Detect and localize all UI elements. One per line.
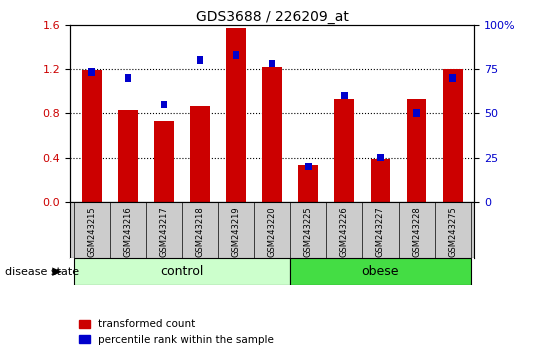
Text: GSM243275: GSM243275 — [448, 206, 457, 257]
Bar — [443, 69, 462, 202]
Text: GSM243220: GSM243220 — [268, 206, 277, 257]
Bar — [305, 162, 312, 170]
Bar — [88, 68, 95, 76]
Text: GSM243215: GSM243215 — [87, 206, 96, 257]
Bar — [161, 101, 167, 108]
Bar — [269, 59, 275, 67]
Bar — [190, 105, 210, 202]
Text: GSM243226: GSM243226 — [340, 206, 349, 257]
Bar — [335, 99, 354, 202]
Bar — [233, 51, 239, 58]
Text: GSM243227: GSM243227 — [376, 206, 385, 257]
Text: GSM243218: GSM243218 — [196, 206, 204, 257]
Bar — [290, 258, 471, 285]
Text: obese: obese — [362, 265, 399, 278]
Bar — [450, 74, 456, 82]
Bar — [82, 70, 102, 202]
Bar — [413, 109, 420, 117]
Bar — [377, 154, 384, 161]
Text: GSM243216: GSM243216 — [123, 206, 132, 257]
Bar — [406, 99, 426, 202]
Title: GDS3688 / 226209_at: GDS3688 / 226209_at — [196, 10, 349, 24]
Bar — [125, 74, 131, 82]
Legend: transformed count, percentile rank within the sample: transformed count, percentile rank withi… — [75, 315, 278, 349]
Bar — [226, 28, 246, 202]
Bar — [262, 67, 282, 202]
Text: GSM243217: GSM243217 — [160, 206, 168, 257]
Text: GSM243228: GSM243228 — [412, 206, 421, 257]
Bar — [118, 110, 138, 202]
Bar — [74, 258, 290, 285]
Bar — [299, 165, 318, 202]
Bar — [341, 92, 348, 99]
Bar — [197, 56, 203, 64]
Text: control: control — [160, 265, 204, 278]
Bar — [154, 121, 174, 202]
Text: GSM243219: GSM243219 — [232, 206, 240, 257]
Bar — [370, 159, 390, 202]
Text: disease state: disease state — [5, 267, 80, 277]
Text: GSM243225: GSM243225 — [304, 206, 313, 257]
